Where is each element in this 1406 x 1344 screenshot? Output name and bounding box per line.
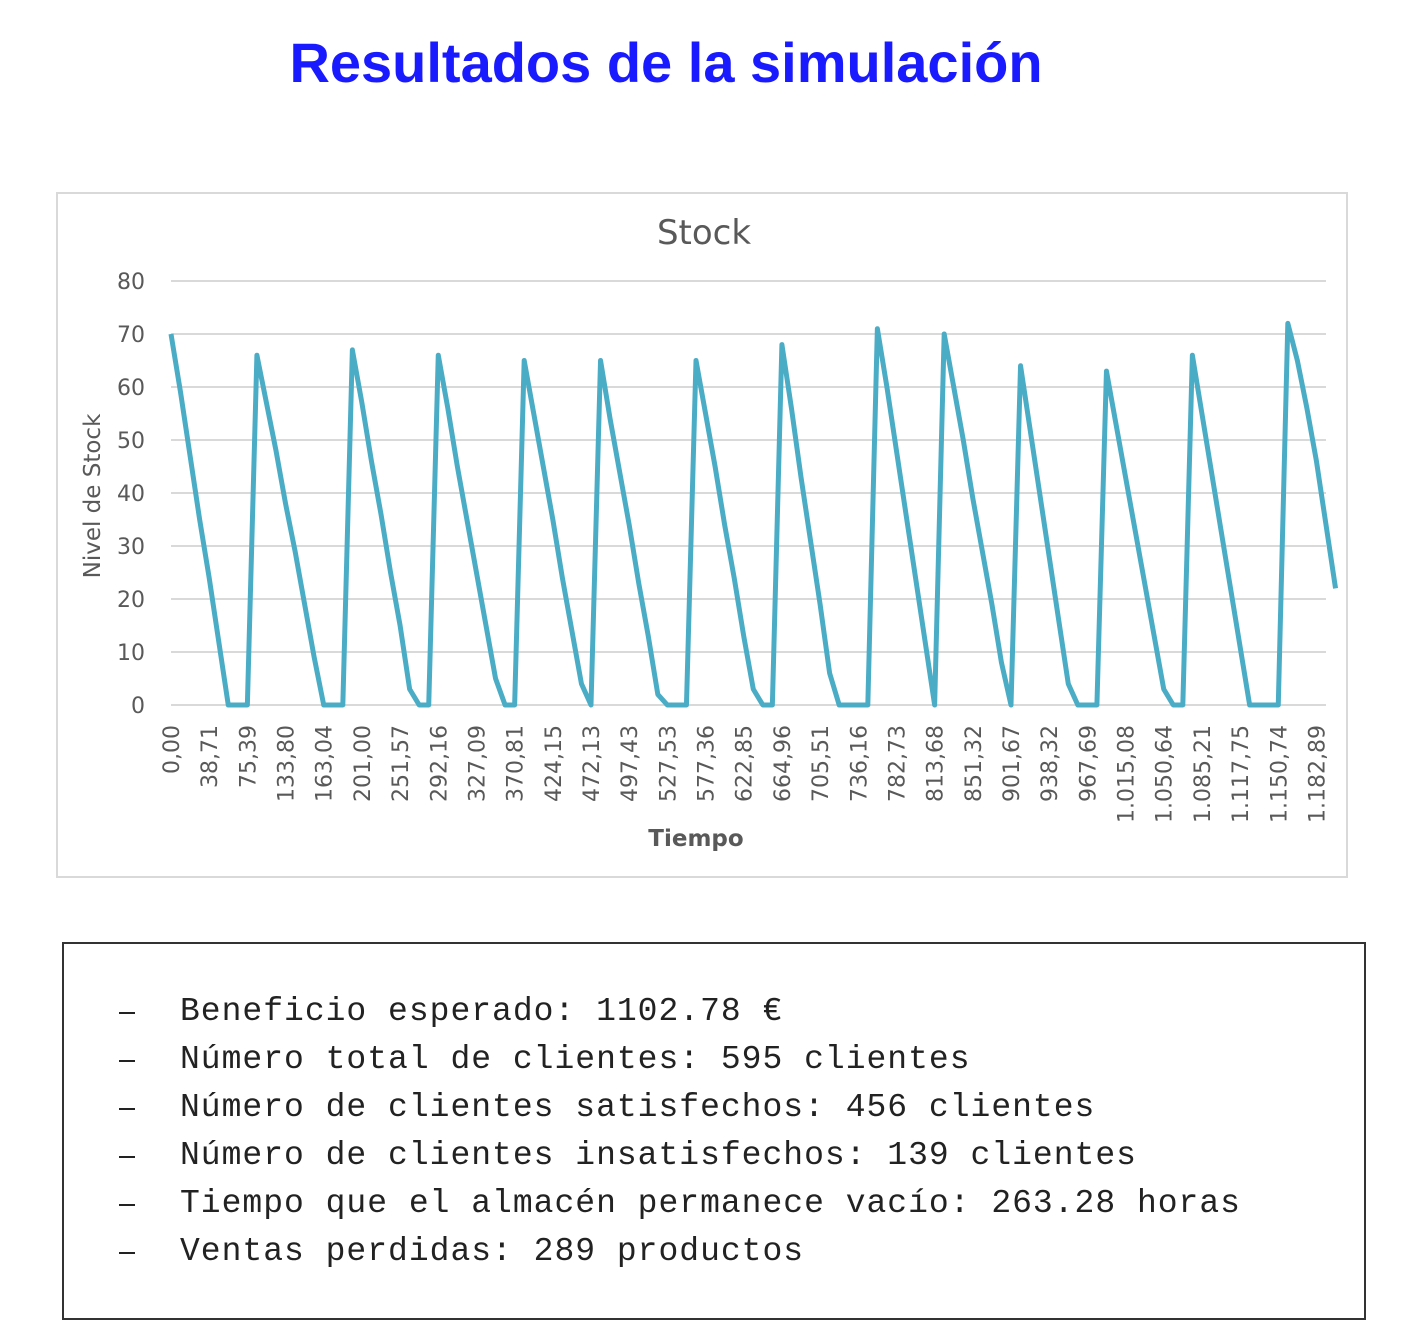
result-item: Número de clientes satisfechos: 456 clie… xyxy=(64,1084,1364,1132)
y-axis-label: Nivel de Stock xyxy=(80,413,106,578)
y-tick-label: 0 xyxy=(131,694,145,719)
list-dash xyxy=(119,1012,135,1014)
x-tick-label: 705,51 xyxy=(809,725,834,802)
list-dash xyxy=(119,1108,135,1110)
result-text: Número total de clientes: 595 clientes xyxy=(180,1041,971,1078)
x-tick-label: 938,32 xyxy=(1038,725,1063,802)
y-tick-label: 10 xyxy=(117,641,145,666)
list-dash xyxy=(119,1204,135,1206)
page-title: Resultados de la simulación xyxy=(289,31,1043,94)
y-tick-label: 40 xyxy=(117,482,145,507)
y-tick-label: 80 xyxy=(117,270,145,295)
y-tick-label: 20 xyxy=(117,588,145,613)
result-text: Número de clientes satisfechos: 456 clie… xyxy=(180,1089,1096,1126)
x-axis-label: Tiempo xyxy=(648,826,743,852)
x-tick-label: 424,15 xyxy=(542,725,567,802)
x-tick-label: 0,00 xyxy=(160,725,185,774)
x-tick-label: 851,32 xyxy=(962,725,987,802)
x-tick-label: 497,43 xyxy=(618,725,643,802)
chart: Stock Nivel de Stock Tiempo 0 10 20 30 40 50 6… xyxy=(80,213,1339,852)
results-list: Beneficio esperado: 1102.78 € Número tota… xyxy=(64,988,1364,1276)
y-tick-label: 50 xyxy=(117,429,145,454)
result-text: Ventas perdidas: 289 productos xyxy=(180,1233,805,1270)
x-tick-label: 622,85 xyxy=(733,725,758,802)
result-item: Número total de clientes: 595 clientes xyxy=(64,1036,1364,1084)
result-item: Ventas perdidas: 289 productos xyxy=(64,1228,1364,1276)
y-tick-label: 30 xyxy=(117,535,145,560)
x-tick-label: 813,68 xyxy=(924,725,949,802)
x-tick-label: 527,53 xyxy=(656,725,681,802)
list-dash xyxy=(119,1156,135,1158)
x-tick-label: 133,80 xyxy=(275,725,300,802)
chart-title: Stock xyxy=(657,213,751,253)
x-tick-label: 472,13 xyxy=(580,725,605,802)
result-item: Tiempo que el almacén permanece vacío: 2… xyxy=(64,1180,1364,1228)
x-tick-label: 370,81 xyxy=(504,725,529,802)
x-tick-label: 967,69 xyxy=(1076,725,1101,802)
stock-line xyxy=(168,320,1339,708)
x-tick-label: 1.117,75 xyxy=(1229,725,1254,823)
results-box: Beneficio esperado: 1102.78 € Número tota… xyxy=(62,942,1366,1320)
list-dash xyxy=(119,1252,135,1254)
x-tick-label: 736,16 xyxy=(847,725,872,802)
x-tick-label: 38,71 xyxy=(198,725,223,788)
result-text: Beneficio esperado: 1102.78 € xyxy=(180,993,784,1030)
x-tick-label: 664,96 xyxy=(771,725,796,802)
list-dash xyxy=(119,1060,135,1062)
x-tick-label: 327,09 xyxy=(465,725,490,802)
x-tick-label: 1.050,64 xyxy=(1153,725,1178,823)
x-tick-label: 292,16 xyxy=(427,725,452,802)
x-tick-label: 201,00 xyxy=(351,725,376,802)
x-tick-label: 1.015,08 xyxy=(1115,725,1140,823)
x-tick-label: 163,04 xyxy=(313,725,338,802)
x-tick-label: 901,67 xyxy=(1000,725,1025,802)
result-text: Tiempo que el almacén permanece vacío: 2… xyxy=(180,1185,1241,1222)
x-tick-label: 1.182,89 xyxy=(1305,725,1330,823)
result-item: Número de clientes insatisfechos: 139 cl… xyxy=(64,1132,1364,1180)
result-item: Beneficio esperado: 1102.78 € xyxy=(64,988,1364,1036)
x-tick-label: 75,39 xyxy=(236,725,261,788)
y-tick-label: 70 xyxy=(117,323,145,348)
x-tick-label: 1.150,74 xyxy=(1267,725,1292,823)
result-text: Número de clientes insatisfechos: 139 cl… xyxy=(180,1137,1137,1174)
x-tick-label: 782,73 xyxy=(885,725,910,802)
y-tick-label: 60 xyxy=(117,376,145,401)
chart-frame: Stock Nivel de Stock Tiempo 0 10 20 30 40 50 6… xyxy=(56,192,1348,878)
x-tick-label: 577,36 xyxy=(695,725,720,802)
x-tick-label: 251,57 xyxy=(389,725,414,802)
x-tick-label: 1.085,21 xyxy=(1191,725,1216,823)
